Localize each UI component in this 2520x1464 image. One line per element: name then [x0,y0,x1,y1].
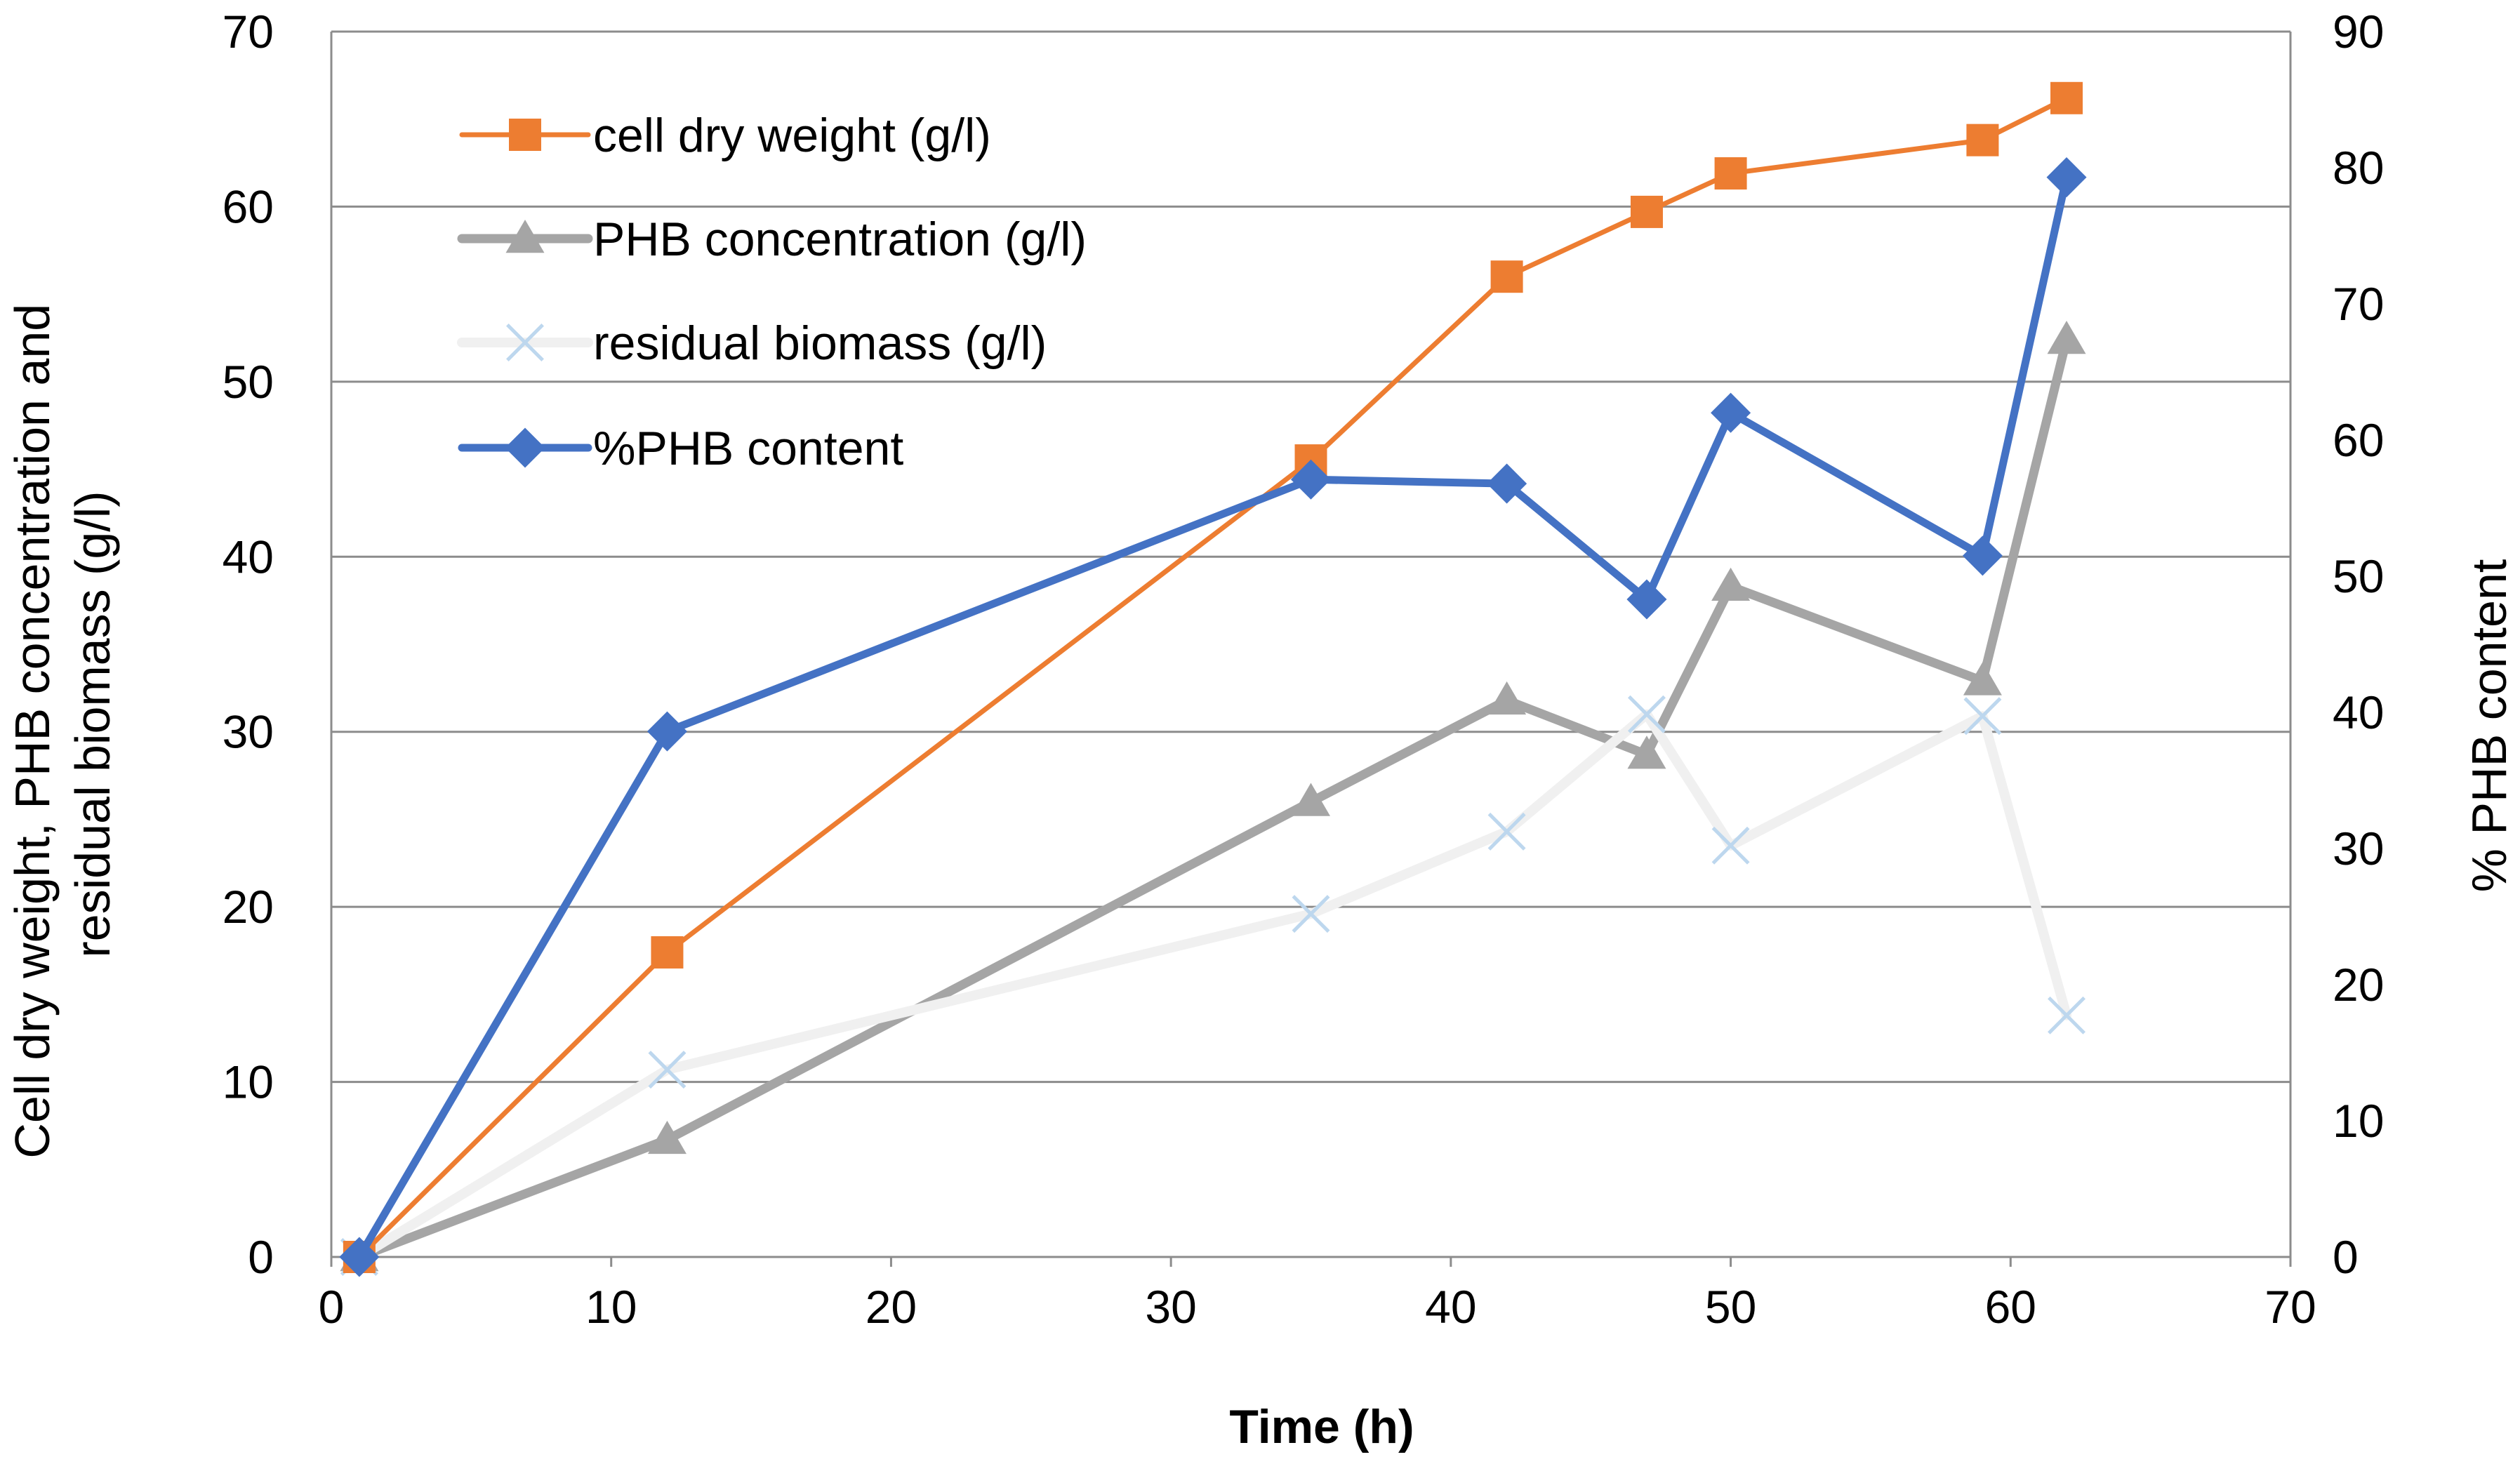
y-tick-label-70: 70 [223,6,274,58]
legend-swatch-marker-2 [506,324,544,361]
data-point-2-5 [1711,826,1750,865]
legend-item-2: residual biomass (g/l) [457,317,1047,370]
y-tick-label-50: 50 [223,356,274,408]
series-line-3 [355,173,2071,1261]
data-point-1-5 [1711,567,1751,601]
y2-tick-label-60: 60 [2333,414,2384,466]
x-tick-label-10: 10 [585,1281,637,1333]
legend-swatch-marker-3 [505,427,545,468]
data-point-2-2 [1292,895,1330,933]
data-point-1-2 [1292,783,1330,816]
legend-item-3: %PHB content [458,422,903,475]
series-line-0 [357,95,2069,1260]
y-axis-title: Cell dry weight, PHB concentration and r… [5,290,120,1158]
x-tick-label-30: 30 [1145,1281,1196,1333]
y-tick-label-20: 20 [223,881,274,933]
data-point-3-1 [646,711,687,752]
data-point-0-4 [1630,195,1663,228]
y-tick-label-0: 0 [248,1231,274,1283]
y-tick-label-60: 60 [223,180,274,232]
legend-item-1: PHB concentration (g/l) [457,213,1087,266]
y-tick-label-30: 30 [223,706,274,758]
data-point-1-6 [1963,662,2002,696]
data-point-3-4 [1626,579,1667,620]
y2-tick-label-10: 10 [2333,1095,2384,1147]
data-point-3-7 [2046,157,2087,198]
legend-label-3: %PHB content [593,422,903,475]
data-point-2-4 [1627,695,1666,733]
y2-tick-label-70: 70 [2333,278,2384,330]
y-tick-label-40: 40 [223,531,274,583]
data-point-3-2 [1290,459,1332,500]
data-point-0-1 [651,936,684,969]
legend-label-0: cell dry weight (g/l) [593,109,991,162]
data-point-3-0 [339,1237,380,1277]
data-point-2-3 [1487,812,1526,851]
y2-tick-label-90: 90 [2333,6,2384,58]
data-point-3-3 [1487,463,1527,504]
series-3 [339,157,2087,1277]
x-tick-label-0: 0 [319,1281,345,1333]
y2-tick-label-20: 20 [2333,959,2384,1011]
y2-tick-label-80: 80 [2333,142,2384,194]
x-tick-label-50: 50 [1705,1281,1756,1333]
data-point-3-5 [1711,392,1751,433]
legend: cell dry weight (g/l) PHB concentration (… [457,109,1087,475]
data-point-1-3 [1487,681,1527,715]
data-point-2-7 [2048,996,2085,1034]
data-point-0-5 [1714,157,1747,190]
legend-swatch-marker-1 [505,220,545,253]
y2-tick-label-50: 50 [2333,550,2384,602]
x-axis-title: Time (h) [1229,1400,1414,1453]
data-point-3-6 [1962,535,2003,576]
axes [330,32,2292,1267]
legend-label-2: residual biomass (g/l) [593,317,1047,370]
data-point-1-1 [647,1120,687,1154]
data-point-0-7 [2050,81,2083,114]
series-2 [340,695,2085,1276]
y2-tick-label-30: 30 [2333,823,2384,874]
x-tick-label-20: 20 [866,1281,917,1333]
legend-label-1: PHB concentration (g/l) [593,213,1087,266]
series-0 [343,81,2083,1273]
data-point-1-4 [1627,736,1666,769]
legend-item-0: cell dry weight (g/l) [459,109,991,162]
x-tick-label-40: 40 [1425,1281,1476,1333]
series-line-1 [354,335,2071,1262]
x-tick-label-70: 70 [2264,1281,2316,1333]
data-point-1-7 [2047,320,2086,354]
y2-tick-label-0: 0 [2333,1231,2359,1283]
x-tick-label-60: 60 [1985,1281,2036,1333]
y2-tick-label-40: 40 [2333,686,2384,738]
series-line-2 [354,709,2072,1262]
data-point-2-6 [1963,697,2002,736]
data-point-0-6 [1966,124,1999,157]
data-point-0-3 [1490,260,1523,293]
data-point-2-1 [648,1051,687,1089]
series-layer [339,81,2087,1277]
y-axis-title-line-2: residual biomass (g/l) [65,491,120,957]
y2-axis-title: % PHB content [2462,559,2516,893]
y-tick-label-10: 10 [223,1056,274,1108]
legend-swatch-marker-0 [509,119,541,151]
y-axis-title-line-1: Cell dry weight, PHB concentration and [5,304,60,1159]
axis-titles: Time (h) Cell dry weight, PHB concentrat… [5,290,2516,1453]
tick-labels: 0 10 20 30 40 50 60 70 0 10 20 30 40 50 60 70 0 10 20 30 40 5… [223,6,2385,1333]
